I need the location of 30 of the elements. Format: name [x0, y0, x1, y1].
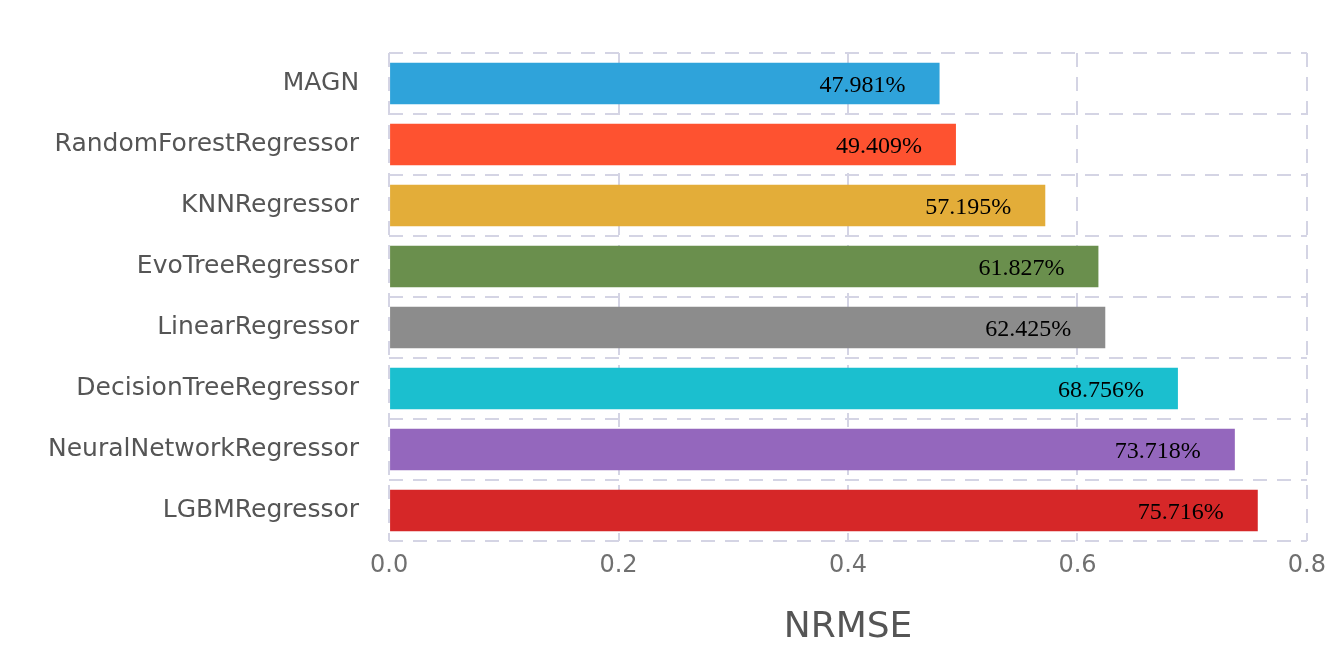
- x-tick-label: 0.4: [828, 549, 868, 578]
- bar: [390, 306, 1106, 349]
- y-tick-label: LinearRegressor: [157, 311, 360, 340]
- y-tick-label: EvoTreeRegressor: [136, 250, 360, 279]
- data-label: 62.425%: [985, 314, 1072, 341]
- y-tick-label: NeuralNetworkRegressor: [47, 433, 360, 462]
- bar: [390, 62, 940, 105]
- bar: [390, 245, 1099, 288]
- x-axis-title: NRMSE: [783, 603, 913, 645]
- x-tick-label: 0.0: [370, 549, 409, 578]
- data-label: 57.195%: [925, 192, 1012, 219]
- bar: [390, 428, 1235, 471]
- bar: [390, 489, 1258, 532]
- x-tick-label: 0.2: [599, 549, 638, 578]
- data-label: 75.716%: [1137, 497, 1224, 524]
- bar: [390, 367, 1178, 410]
- data-label: 47.981%: [819, 70, 906, 97]
- y-tick-label: KNNRegressor: [181, 189, 360, 218]
- data-label: 49.409%: [835, 131, 922, 158]
- data-label: 73.718%: [1114, 436, 1201, 463]
- x-tick-label: 0.6: [1058, 549, 1097, 578]
- data-label: 61.827%: [978, 253, 1065, 280]
- y-tick-label: LGBMRegressor: [162, 494, 360, 523]
- x-tick-label: 0.8: [1287, 549, 1326, 578]
- bar: [390, 184, 1046, 227]
- data-label: 68.756%: [1057, 375, 1144, 402]
- y-tick-label: MAGN: [282, 67, 360, 96]
- y-tick-label: DecisionTreeRegressor: [76, 372, 360, 401]
- y-tick-label: RandomForestRegressor: [54, 128, 360, 157]
- bar: [390, 123, 956, 166]
